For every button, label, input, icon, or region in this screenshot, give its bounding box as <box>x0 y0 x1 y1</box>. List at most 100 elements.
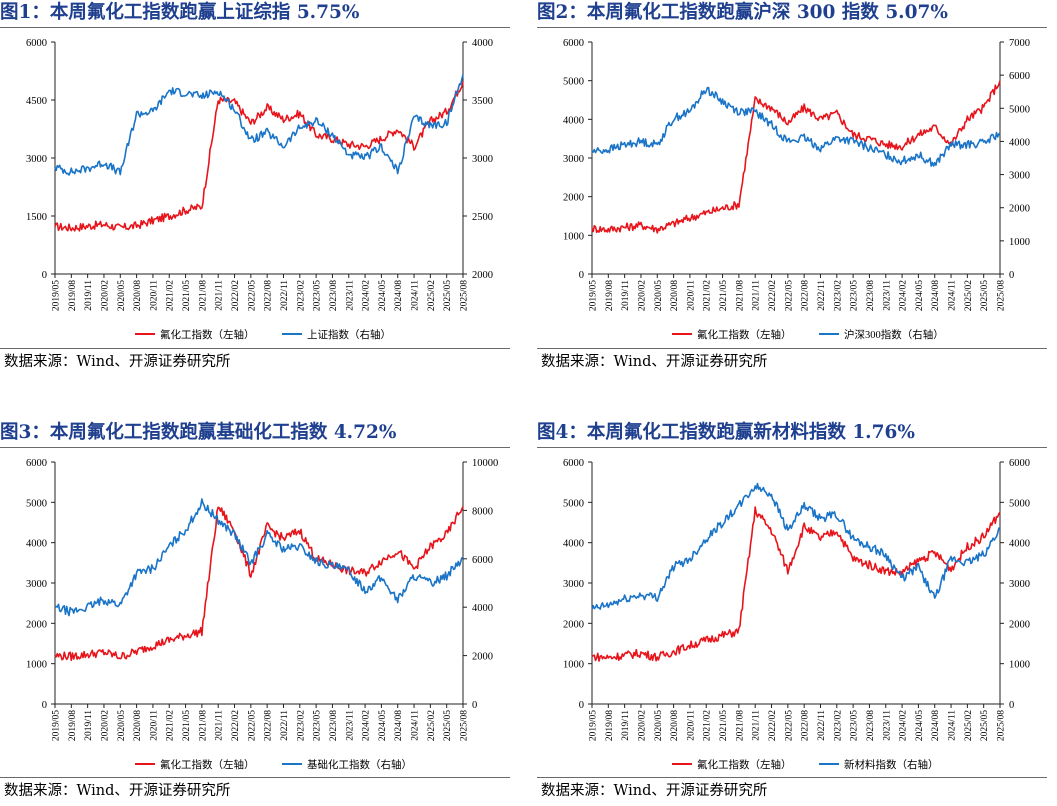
x-tick-label: 2022/05 <box>784 710 794 741</box>
x-tick-label: 2025/05 <box>980 280 990 311</box>
right-tick-label: 0 <box>1009 270 1014 281</box>
title-rule <box>537 447 1047 448</box>
chart-title: 图1：本周氟化工指数跑赢上证综指 5.75% <box>0 2 360 23</box>
left-tick-label: 3000 <box>26 154 47 165</box>
left-tick-label: 4500 <box>26 96 47 107</box>
title-rule <box>537 27 1047 28</box>
left-tick-label: 4000 <box>26 539 47 550</box>
source-rule <box>537 777 1047 778</box>
source-note: 数据来源：Wind、开源证券研究所 <box>541 783 768 799</box>
x-tick-label: 2019/08 <box>605 280 615 311</box>
left-tick-label: 3000 <box>563 579 584 590</box>
right-tick-label: 2000 <box>472 270 493 281</box>
x-tick-label: 2024/11 <box>948 280 958 311</box>
right-tick-label: 3000 <box>472 154 493 165</box>
series-line-benchmark <box>591 482 1001 610</box>
x-tick-label: 2020/05 <box>654 710 664 741</box>
x-tick-label: 2021/08 <box>198 280 208 311</box>
x-tick-label: 2019/05 <box>52 710 62 741</box>
x-tick-label: 2022/08 <box>264 710 274 741</box>
x-tick-label: 2022/08 <box>264 280 274 311</box>
x-tick-label: 2024/08 <box>394 280 404 311</box>
x-tick-label: 2021/05 <box>719 710 729 741</box>
x-tick-label: 2025/02 <box>964 280 974 311</box>
x-tick-label: 2024/08 <box>931 710 941 741</box>
x-tick-label: 2019/11 <box>621 280 631 311</box>
x-tick-label: 2023/05 <box>313 280 323 311</box>
x-tick-label: 2021/08 <box>198 710 208 741</box>
x-tick-label: 2023/05 <box>850 710 860 741</box>
chart-plot: 0 1000 2000 3000 4000 5000 6000 0 1000 2000 3000 40… <box>563 38 1030 341</box>
right-tick-label: 2500 <box>472 212 493 223</box>
x-tick-label: 2024/02 <box>899 280 909 311</box>
x-tick-label: 2023/02 <box>296 280 306 311</box>
left-tick-label: 5000 <box>563 77 584 88</box>
x-tick-label: 2025/08 <box>997 280 1007 311</box>
x-tick-label: 2022/11 <box>280 280 290 311</box>
x-tick-label: 2022/02 <box>231 280 241 311</box>
x-tick-label: 2021/05 <box>719 280 729 311</box>
x-tick-label: 2025/05 <box>443 280 453 311</box>
x-tick-label: 2023/02 <box>833 710 843 741</box>
x-tick-label: 2019/11 <box>84 710 94 741</box>
x-tick-label: 2024/05 <box>915 710 925 741</box>
x-tick-label: 2021/05 <box>182 710 192 741</box>
legend-label: 新材料指数（右轴） <box>844 758 939 771</box>
x-tick-label: 2020/08 <box>133 280 143 311</box>
x-tick-label: 2024/11 <box>948 710 958 741</box>
x-tick-label: 2024/11 <box>411 710 421 741</box>
chart-title: 图3：本周氟化工指数跑赢基础化工指数 4.72% <box>0 422 397 443</box>
x-tick-label: 2022/11 <box>280 710 290 741</box>
x-tick-label: 2022/11 <box>817 710 827 741</box>
x-tick-label: 2020/11 <box>149 280 159 311</box>
chart-panel-4: 图4：本周氟化工指数跑赢新材料指数 1.76% 0 1000 2000 3000 400… <box>537 420 1047 806</box>
x-tick-label: 2023/08 <box>329 280 339 311</box>
x-tick-label: 2021/11 <box>752 280 762 311</box>
legend-label: 沪深300指数（右轴） <box>844 328 944 341</box>
x-tick-label: 2020/08 <box>133 710 143 741</box>
series-line-fluorochem <box>591 80 1001 234</box>
title-rule <box>0 447 510 448</box>
x-tick-label: 2024/02 <box>362 710 372 741</box>
left-tick-label: 0 <box>42 270 47 281</box>
x-tick-label: 2022/05 <box>784 280 794 311</box>
x-tick-label: 2023/05 <box>850 280 860 311</box>
left-tick-label: 4000 <box>563 539 584 550</box>
left-tick-label: 1000 <box>26 660 47 671</box>
right-tick-label: 5000 <box>1009 498 1030 509</box>
source-note: 数据来源：Wind、开源证券研究所 <box>4 354 231 370</box>
x-tick-label: 2022/08 <box>801 710 811 741</box>
x-tick-label: 2025/08 <box>460 280 470 311</box>
x-tick-label: 2022/11 <box>817 280 827 311</box>
right-tick-label: 0 <box>1009 700 1014 711</box>
x-tick-label: 2020/08 <box>670 280 680 311</box>
x-tick-label: 2024/05 <box>378 710 388 741</box>
right-tick-label: 8000 <box>472 506 493 517</box>
x-tick-label: 2021/02 <box>703 710 713 741</box>
chart-plot: 0 1500 3000 4500 6000 2000 2500 3000 3500 4000 201… <box>26 38 493 341</box>
x-tick-label: 2020/02 <box>637 710 647 741</box>
right-tick-label: 6000 <box>472 555 493 566</box>
series-line-fluorochem <box>591 506 1001 662</box>
x-tick-label: 2022/02 <box>768 280 778 311</box>
left-tick-label: 0 <box>579 700 584 711</box>
x-tick-label: 2021/11 <box>215 710 225 741</box>
left-tick-label: 6000 <box>26 458 47 469</box>
left-tick-label: 1500 <box>26 212 47 223</box>
x-tick-label: 2024/05 <box>915 280 925 311</box>
right-tick-label: 4000 <box>1009 137 1030 148</box>
source-note: 数据来源：Wind、开源证券研究所 <box>4 783 231 799</box>
left-tick-label: 4000 <box>563 115 584 126</box>
x-tick-label: 2021/05 <box>182 280 192 311</box>
left-tick-label: 2000 <box>563 193 584 204</box>
left-tick-label: 6000 <box>563 458 584 469</box>
right-tick-label: 2000 <box>1009 619 1030 630</box>
right-tick-label: 6000 <box>1009 458 1030 469</box>
x-tick-label: 2024/11 <box>411 280 421 311</box>
x-tick-label: 2020/11 <box>686 280 696 311</box>
x-tick-label: 2020/08 <box>670 710 680 741</box>
x-tick-label: 2021/08 <box>735 710 745 741</box>
x-tick-label: 2024/02 <box>899 710 909 741</box>
series-line-benchmark <box>591 86 1001 167</box>
legend-label: 上证指数（右轴） <box>307 328 391 341</box>
